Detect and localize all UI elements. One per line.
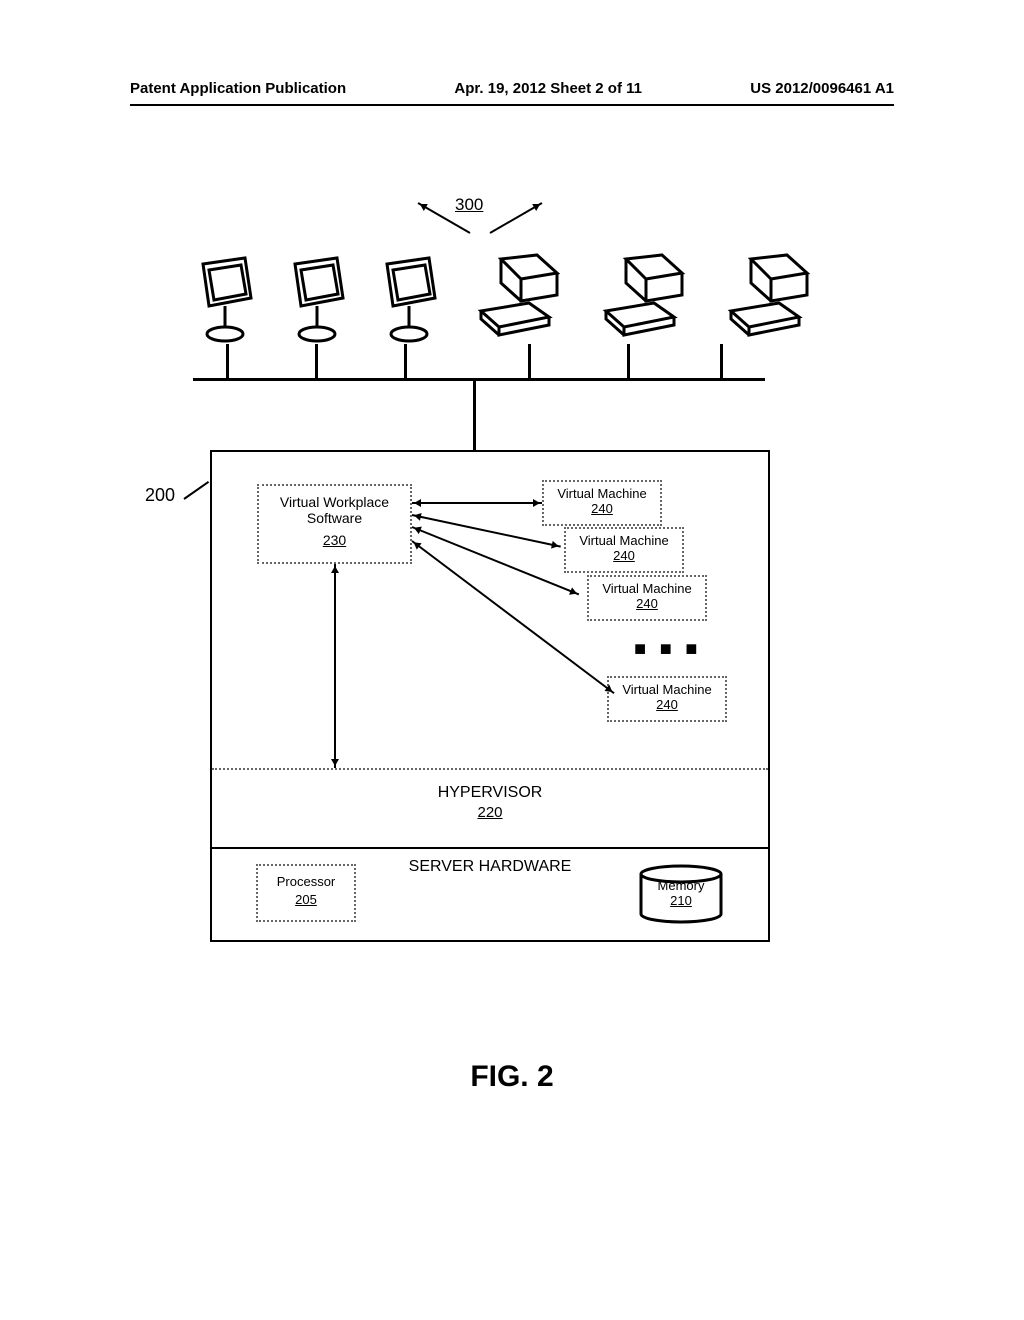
client-devices-row bbox=[195, 253, 816, 348]
vm-num: 240 bbox=[613, 548, 635, 563]
virtual-machine-box: Virtual Machine 240 bbox=[542, 480, 662, 526]
virtual-workplace-software-box: Virtual Workplace Software 230 bbox=[257, 484, 412, 564]
page-header: Patent Application Publication Apr. 19, … bbox=[0, 80, 1024, 97]
ellipsis-icon: ■ ■ ■ bbox=[634, 638, 701, 661]
bus-drop bbox=[627, 344, 630, 380]
network-bus-line bbox=[193, 378, 765, 381]
vm-title: Virtual Machine bbox=[557, 486, 646, 501]
arrow-300-right bbox=[490, 202, 543, 234]
vws-title: Virtual Workplace Software bbox=[280, 494, 389, 526]
hypervisor-title: HYPERVISOR bbox=[438, 784, 543, 801]
trunk-line bbox=[473, 378, 476, 451]
virtual-machine-box: Virtual Machine 240 bbox=[587, 575, 707, 621]
vm-num: 240 bbox=[591, 501, 613, 516]
header-right: US 2012/0096461 A1 bbox=[750, 80, 894, 97]
vm-num: 240 bbox=[656, 697, 678, 712]
bus-drop bbox=[528, 344, 531, 380]
arrow-vws-vm bbox=[412, 514, 561, 548]
vm-title: Virtual Machine bbox=[602, 581, 691, 596]
arrow-vws-hypervisor bbox=[334, 564, 336, 768]
desktop-pc-icon bbox=[721, 253, 816, 348]
ref-300: 300 bbox=[455, 195, 483, 215]
processor-title: Processor bbox=[277, 874, 336, 889]
monitor-icon bbox=[287, 256, 349, 348]
virtual-machine-box: Virtual Machine 240 bbox=[607, 676, 727, 722]
bus-drop bbox=[404, 344, 407, 380]
processor-box: Processor 205 bbox=[256, 864, 356, 922]
memory-num: 210 bbox=[670, 893, 692, 908]
virtual-machine-box: Virtual Machine 240 bbox=[564, 527, 684, 573]
hardware-separator bbox=[212, 847, 768, 849]
desktop-pc-icon bbox=[596, 253, 691, 348]
vm-title: Virtual Machine bbox=[622, 682, 711, 697]
hypervisor-label: HYPERVISOR 220 bbox=[212, 784, 768, 821]
desktop-pc-icon bbox=[471, 253, 566, 348]
patent-page: Patent Application Publication Apr. 19, … bbox=[0, 0, 1024, 1320]
ref-200-callout bbox=[183, 481, 209, 500]
hypervisor-num: 220 bbox=[212, 804, 768, 821]
vm-title: Virtual Machine bbox=[579, 533, 668, 548]
ref-200: 200 bbox=[145, 485, 175, 506]
header-rule bbox=[130, 104, 894, 106]
arrow-vws-vm bbox=[412, 502, 542, 504]
memory-cylinder: Memory 210 bbox=[635, 864, 727, 924]
hypervisor-separator bbox=[212, 768, 768, 770]
bus-drop bbox=[720, 344, 723, 380]
bus-drop bbox=[226, 344, 229, 380]
vws-num: 230 bbox=[259, 532, 410, 548]
bus-drop bbox=[315, 344, 318, 380]
memory-title: Memory bbox=[658, 878, 705, 893]
vm-num: 240 bbox=[636, 596, 658, 611]
monitor-icon bbox=[379, 256, 441, 348]
processor-num: 205 bbox=[258, 892, 354, 907]
header-center: Apr. 19, 2012 Sheet 2 of 11 bbox=[454, 80, 642, 97]
figure-label: FIG. 2 bbox=[0, 1060, 1024, 1094]
server-container: Virtual Workplace Software 230 Virtual M… bbox=[210, 450, 770, 942]
monitor-icon bbox=[195, 256, 257, 348]
header-left: Patent Application Publication bbox=[130, 80, 346, 97]
